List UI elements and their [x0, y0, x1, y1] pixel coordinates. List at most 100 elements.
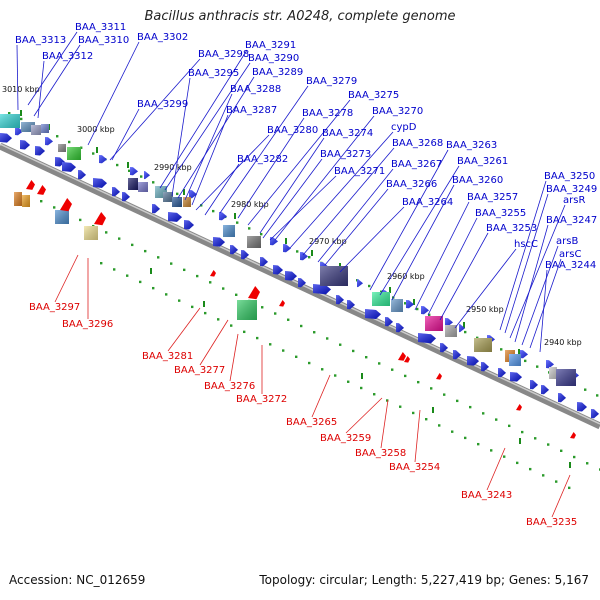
lower-track-dot [542, 474, 545, 477]
reverse-gene-arrow [26, 180, 35, 190]
gene-arrow-shade [453, 350, 461, 360]
lower-track-dot [113, 268, 116, 271]
upper-leader-line [33, 44, 81, 117]
upper-leader-line [504, 193, 549, 334]
feature-box-shade [0, 114, 20, 128]
gene-arrow-shade [15, 127, 23, 136]
gene-arrow-shade [298, 278, 306, 288]
lower-track-dot [456, 399, 459, 403]
gene-arrow-shade [283, 244, 291, 253]
lower-track-dot [378, 362, 381, 365]
lower-track-dot [404, 374, 407, 378]
lower-feature-box-shade [22, 195, 30, 207]
upper-leader-line [87, 41, 140, 146]
gene-label-upper: BAA_3266 [386, 179, 437, 190]
feature-box-shade [509, 354, 521, 366]
lower-track-dot [360, 386, 363, 390]
gene-arrow-shade [313, 284, 331, 295]
gene-arrow-shade [112, 187, 120, 197]
upper-leader-line [391, 184, 455, 301]
upper-track-dot [476, 336, 479, 340]
upper-leader-line [262, 158, 323, 239]
feature-box-shade [67, 147, 81, 160]
reverse-gene-arrow [436, 373, 442, 380]
upper-track-dot [596, 394, 599, 397]
upper-leader-line [427, 217, 478, 316]
lower-track-dot [417, 380, 420, 384]
upper-leader-line [324, 188, 389, 266]
track-tick [183, 189, 185, 195]
track-tick [389, 287, 391, 293]
lower-track-dot [261, 306, 264, 309]
track-tick [518, 349, 520, 355]
gene-label-upper: BAA_3271 [334, 166, 385, 177]
gene-arrow-shade [62, 162, 76, 172]
feature-box-shade [372, 292, 390, 306]
lower-track-dot [256, 336, 259, 340]
lower-track-dot [230, 324, 233, 327]
feature-box-shade [445, 325, 457, 337]
lower-feature-box-shade [84, 226, 98, 240]
lower-track-dot [347, 380, 350, 383]
lower-track-dot [529, 467, 532, 471]
gene-label-lower: BAA_3297 [29, 302, 80, 313]
lower-track-dot [352, 349, 355, 353]
lower-track-dot [300, 324, 303, 328]
lower-track-dot [339, 343, 342, 346]
upper-leader-line [184, 93, 233, 201]
gene-label-upper: BAA_3290 [248, 53, 299, 64]
upper-track-dot [416, 307, 419, 311]
lower-track-dot [586, 462, 589, 465]
gene-arrow-shade [510, 372, 522, 382]
upper-leader-line [499, 180, 547, 331]
upper-track-dot [584, 388, 587, 391]
upper-leader-line [539, 269, 548, 353]
upper-leader-line [529, 258, 562, 349]
lower-track-dot [451, 430, 454, 433]
lower-track-dot [79, 218, 82, 222]
lower-track-dot [464, 436, 467, 440]
reverse-gene-arrow [279, 300, 285, 307]
track-tick [432, 407, 434, 413]
gene-arrow-shade [591, 409, 599, 419]
lower-track-dot [482, 412, 485, 415]
gene-arrow-shade [144, 171, 150, 180]
gene-label-upper: arsC [559, 249, 581, 260]
upper-leader-line [204, 163, 240, 216]
upper-track-dot [404, 302, 407, 305]
gene-label-lower: BAA_3272 [236, 394, 287, 405]
feature-box-shade [163, 192, 173, 202]
feature-box-shade [183, 197, 191, 207]
lower-track-dot [196, 274, 199, 278]
gene-label-upper: BAA_3298 [198, 49, 249, 60]
upper-track-dot [116, 163, 119, 167]
upper-leader-line [237, 117, 305, 219]
lower-track-dot [386, 399, 389, 402]
gene-arrow-shade [152, 204, 160, 214]
feature-box-shade [556, 369, 576, 386]
upper-leader-line [289, 131, 394, 249]
gene-label-lower: BAA_3281 [142, 351, 193, 362]
track-tick [569, 462, 571, 468]
gene-arrow-shade [421, 306, 429, 315]
lower-track-dot [131, 243, 134, 247]
lower-track-dot [334, 374, 337, 377]
lower-track-dot [365, 356, 368, 359]
upper-track-dot [140, 175, 143, 178]
gene-arrow-shade [347, 300, 355, 310]
gene-label-lower: BAA_3276 [204, 381, 255, 392]
track-tick [20, 110, 22, 116]
lower-leader-line [486, 447, 506, 491]
lower-track-dot [126, 274, 129, 277]
upper-leader-line [414, 201, 470, 311]
upper-leader-line [159, 49, 248, 189]
lower-track-dot [373, 393, 376, 396]
lower-track-dot [521, 430, 524, 434]
gene-label-upper: BAA_3313 [15, 35, 66, 46]
upper-track-dot [500, 348, 503, 351]
upper-leader-line [177, 76, 255, 199]
upper-leader-line [454, 248, 517, 329]
feature-box-shade [223, 225, 235, 237]
feature-box-shade [425, 316, 443, 331]
